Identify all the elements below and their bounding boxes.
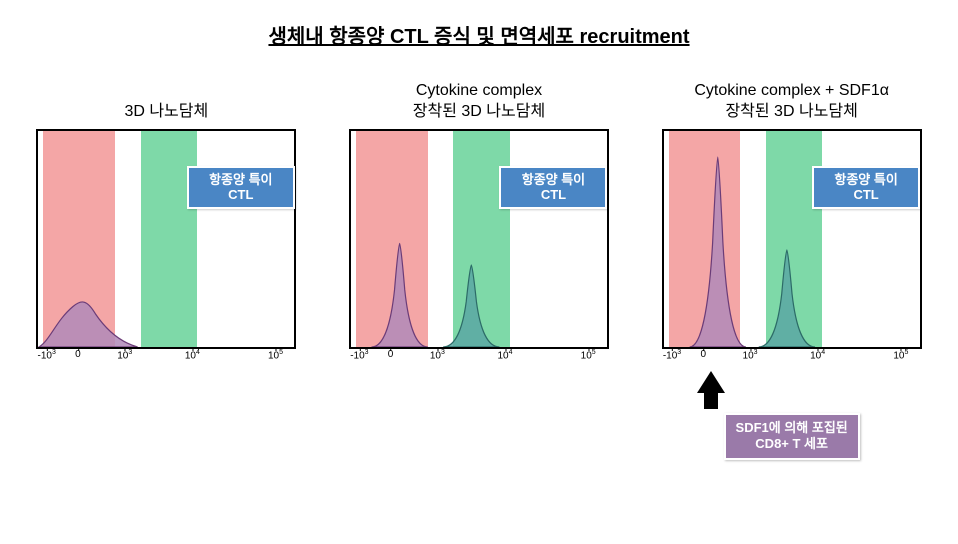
- axis-tick: 0: [388, 349, 394, 360]
- axis-tick: -103: [663, 349, 681, 361]
- arrow-annotation: [697, 377, 725, 409]
- axis-tick: 0: [700, 349, 706, 360]
- arrow-stem: [704, 393, 718, 409]
- axis-tick: -103: [350, 349, 368, 361]
- x-axis: -103 0 103 104 105: [36, 349, 296, 377]
- peaks-svg: [351, 131, 607, 347]
- axis-tick: 104: [185, 349, 200, 361]
- histogram-chart: 항종양 특이 CTL: [662, 129, 922, 349]
- axis-tick: 103: [743, 349, 758, 361]
- arrow-up-icon: [697, 371, 725, 393]
- panel-title: Cytokine complex 장착된 3D 나노담체: [413, 79, 545, 123]
- recruited-cells-label: SDF1에 의해 포집된 CD8+ T 세포: [724, 413, 860, 460]
- peak-teal: [758, 250, 814, 347]
- ctl-label: 항종양 특이 CTL: [187, 166, 295, 209]
- peak-teal: [443, 265, 499, 347]
- panel-2: Cytokine complex + SDF1α 장착된 3D 나노담체항종양 …: [652, 79, 932, 460]
- ctl-label: 항종양 특이 CTL: [499, 166, 607, 209]
- panel-title: 3D 나노담체: [124, 79, 208, 123]
- axis-tick: -103: [38, 349, 56, 361]
- panel-title: Cytokine complex + SDF1α 장착된 3D 나노담체: [694, 79, 889, 123]
- axis-tick: 103: [117, 349, 132, 361]
- peaks-svg: [38, 131, 294, 347]
- axis-tick: 105: [268, 349, 283, 361]
- histogram-chart: 항종양 특이 CTL: [349, 129, 609, 349]
- ctl-label: 항종양 특이 CTL: [812, 166, 920, 209]
- axis-tick: 0: [75, 349, 81, 360]
- peak-purple: [39, 302, 138, 347]
- peak-purple: [371, 243, 427, 347]
- panel-1: Cytokine complex 장착된 3D 나노담체항종양 특이 CTL -1…: [339, 79, 619, 460]
- axis-tick: 103: [430, 349, 445, 361]
- page-title: 생체내 항종양 CTL 증식 및 면역세포 recruitment: [20, 20, 938, 49]
- panel-0: 3D 나노담체항종양 특이 CTL -103 0 103 104 105: [26, 79, 306, 460]
- axis-tick: 105: [893, 349, 908, 361]
- axis-tick: 105: [581, 349, 596, 361]
- axis-tick: 104: [497, 349, 512, 361]
- x-axis: -103 0 103 104 105: [349, 349, 609, 377]
- peaks-svg: [664, 131, 920, 347]
- panels-row: 3D 나노담체항종양 특이 CTL-1030103104105Cytokine …: [20, 79, 938, 460]
- peak-purple: [689, 157, 745, 347]
- histogram-chart: 항종양 특이 CTL: [36, 129, 296, 349]
- axis-tick: 104: [810, 349, 825, 361]
